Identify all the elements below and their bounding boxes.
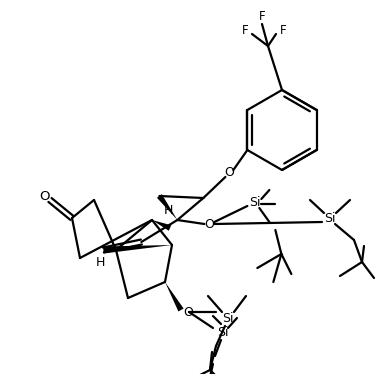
Text: O: O bbox=[183, 306, 193, 319]
Text: F: F bbox=[259, 9, 265, 22]
Polygon shape bbox=[103, 245, 172, 254]
Polygon shape bbox=[165, 282, 184, 312]
Text: F: F bbox=[242, 24, 248, 37]
Text: O: O bbox=[40, 190, 50, 202]
Text: F: F bbox=[280, 24, 286, 37]
Text: H: H bbox=[95, 255, 104, 269]
Text: H: H bbox=[163, 203, 173, 217]
Text: Si: Si bbox=[324, 212, 336, 224]
Text: Si: Si bbox=[222, 312, 234, 325]
Text: Si: Si bbox=[250, 196, 261, 208]
Polygon shape bbox=[157, 194, 177, 220]
Text: O: O bbox=[225, 166, 234, 178]
Text: Si: Si bbox=[217, 325, 229, 338]
Polygon shape bbox=[152, 220, 171, 231]
Text: O: O bbox=[204, 218, 214, 230]
